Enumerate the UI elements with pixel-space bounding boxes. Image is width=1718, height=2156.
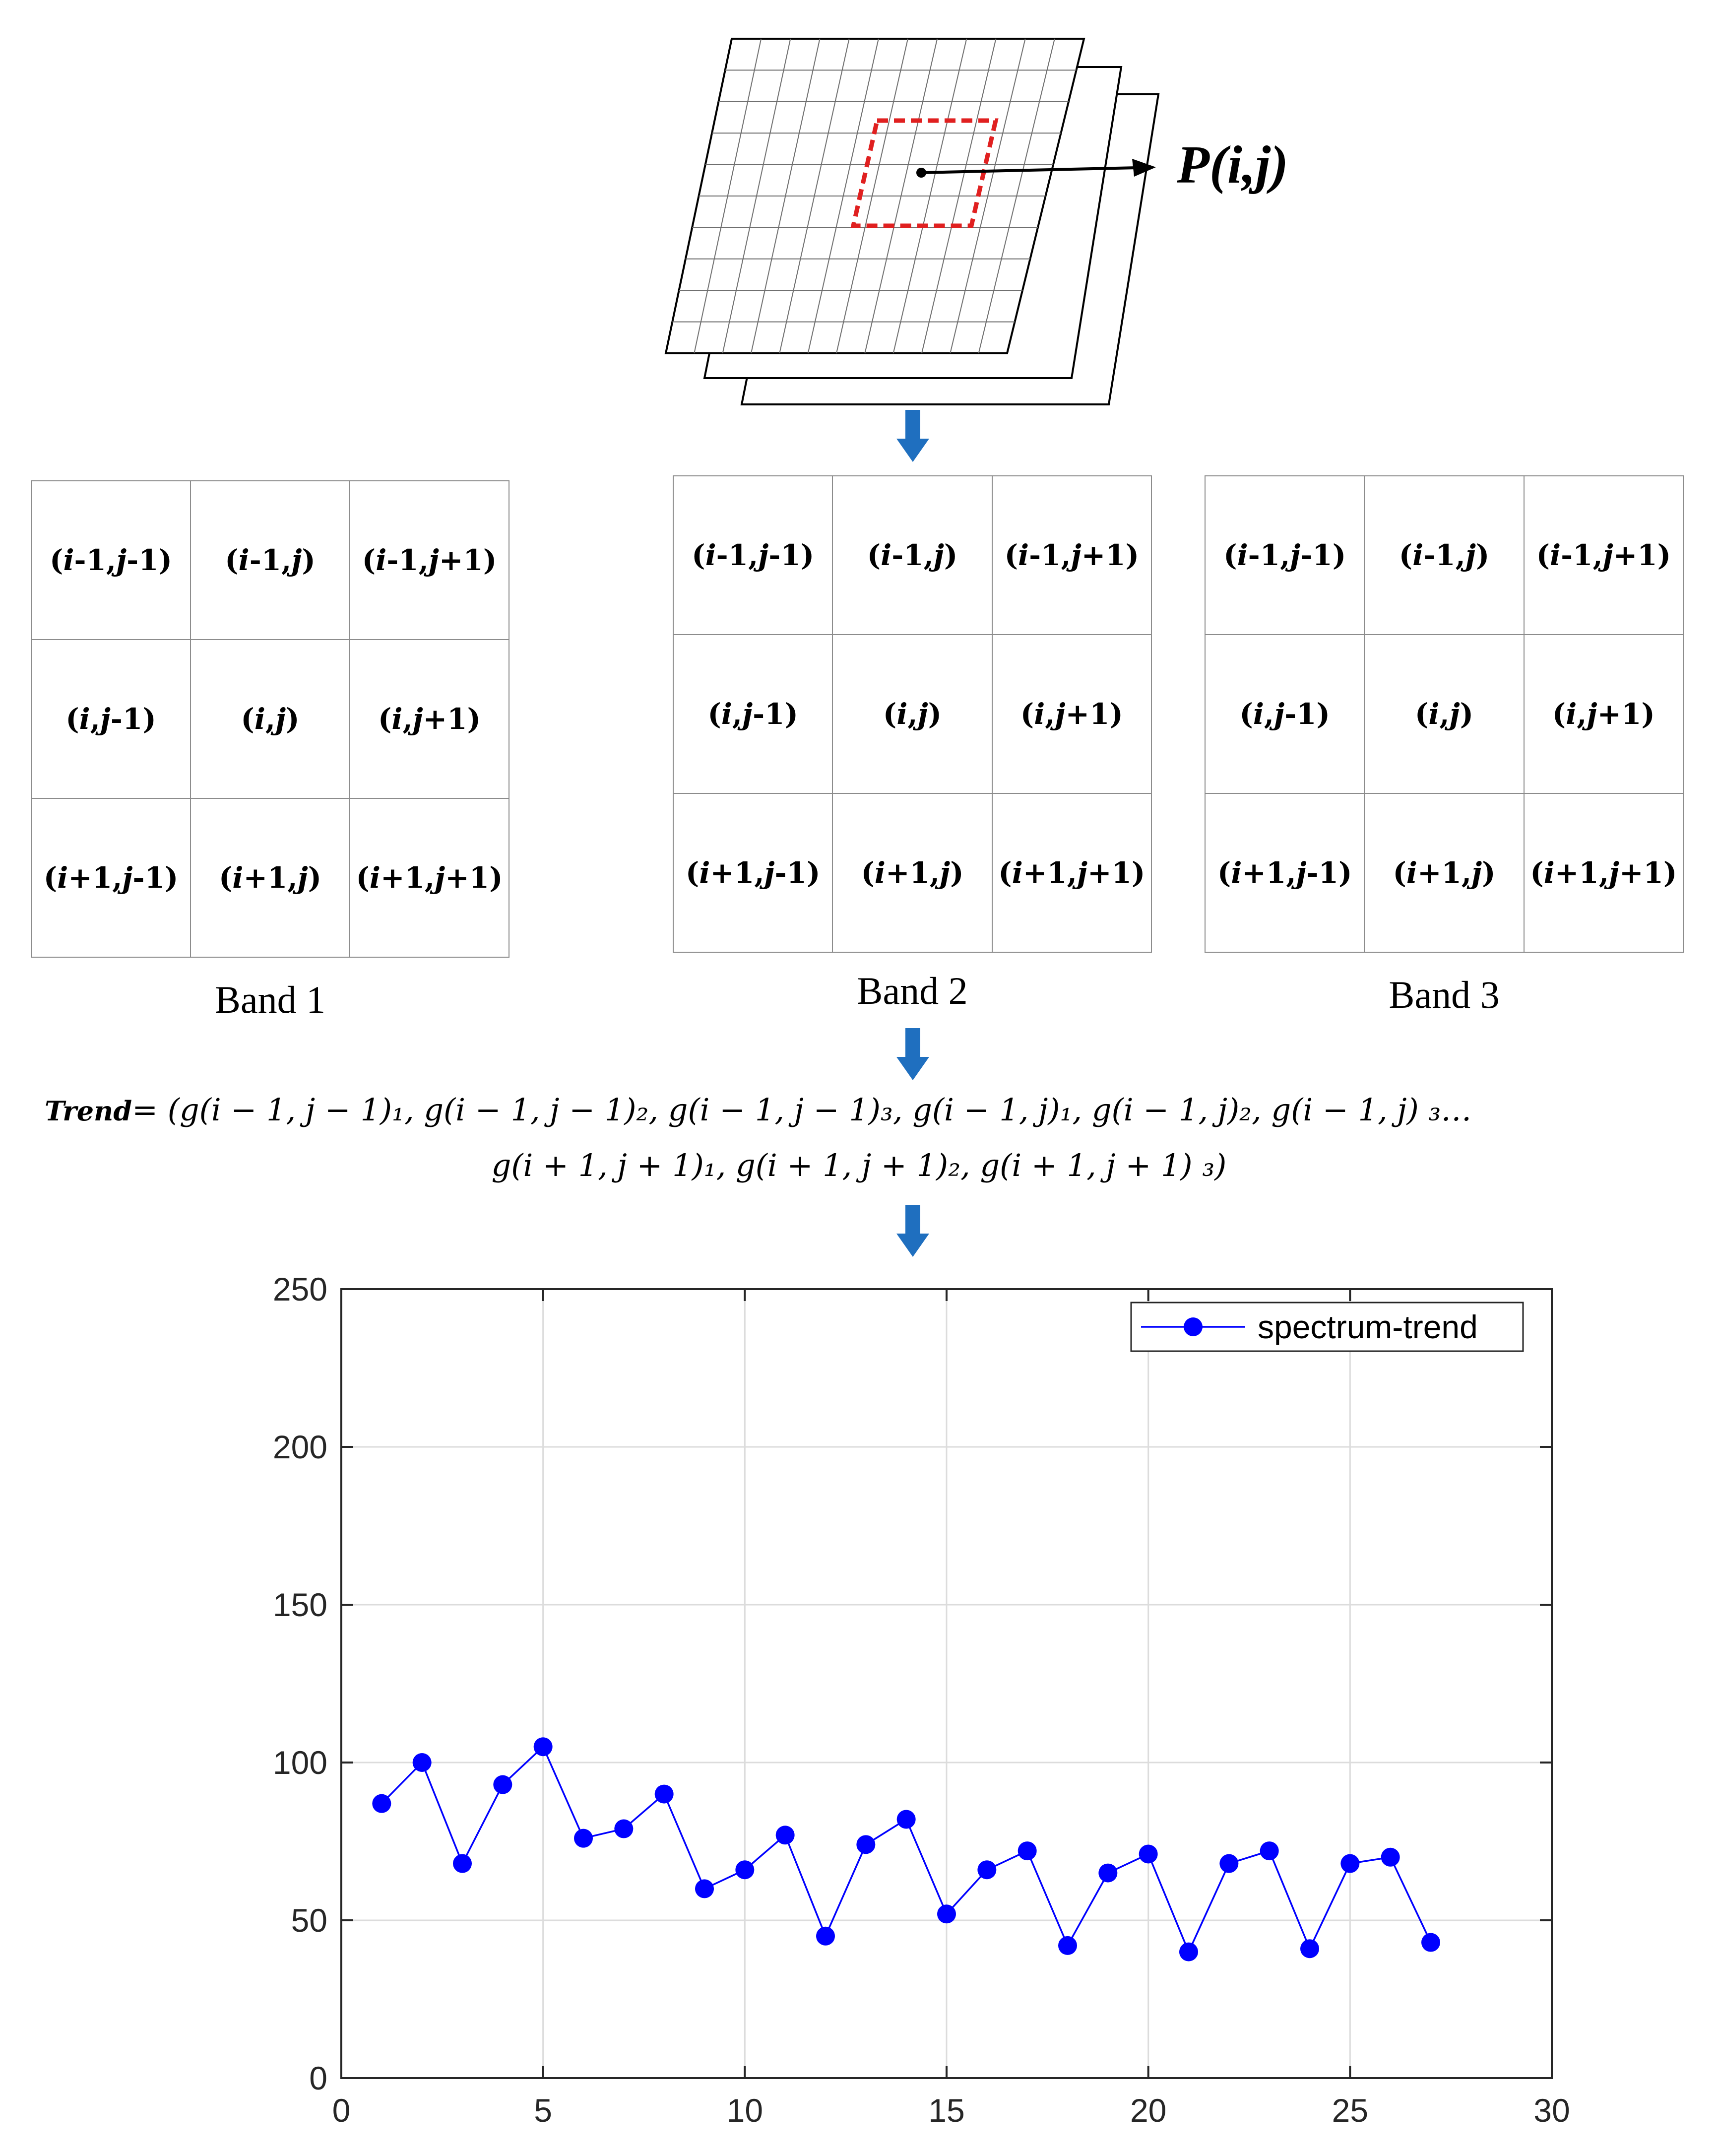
band-3-label: Band 3 — [1389, 973, 1500, 1016]
legend-marker — [1184, 1317, 1203, 1336]
band-3: (i -1, j -1) (i -1, j) (i -1, j +1) (i, j -1) (i, j… — [1205, 475, 1684, 953]
data-point — [493, 1775, 512, 1794]
data-point — [1219, 1854, 1239, 1873]
band-cell: (i -1, j +1) — [1524, 476, 1684, 635]
data-point — [654, 1784, 674, 1804]
data-point — [1139, 1844, 1158, 1864]
data-point — [574, 1829, 593, 1848]
data-point — [412, 1753, 432, 1772]
data-point — [533, 1737, 553, 1757]
y-tick-label: 250 — [273, 1271, 327, 1307]
pixel-pointer-arrowhead — [1132, 159, 1156, 177]
data-point — [372, 1794, 391, 1813]
band-cell: (i -1, j) — [191, 481, 350, 640]
data-point — [695, 1879, 714, 1898]
band-cell: (i, j -1) — [674, 635, 833, 794]
band-cell: (i +1, j -1) — [674, 794, 833, 953]
x-tick-label: 25 — [1332, 2092, 1368, 2129]
trend-formula-line-2: g(i + 1, j + 1)₁, g(i + 1, j + 1)₂, g(i … — [491, 1147, 1227, 1183]
down-arrow-icon — [896, 1205, 929, 1257]
data-point — [1098, 1863, 1118, 1883]
data-point — [937, 1904, 956, 1924]
data-point — [775, 1826, 795, 1845]
band-1-label: Band 1 — [214, 978, 326, 1021]
band-2-grid: (i -1, j -1) (i -1, j) (i -1, j +1) (i, j -1) (i, j… — [673, 475, 1152, 953]
band-cell: (i -1, j +1) — [350, 481, 509, 640]
band-cell: (i -1, j -1) — [32, 481, 191, 640]
band-1: (i -1, j -1) (i -1, j) (i -1, j +1) (i, j -1) (i, j… — [31, 480, 509, 958]
neighborhood-box — [850, 118, 999, 228]
x-tick-label: 15 — [928, 2092, 964, 2129]
data-point — [856, 1835, 876, 1854]
down-arrow-icon — [896, 1028, 929, 1080]
data-point — [1381, 1847, 1400, 1867]
band-cell: (i +1, j +1) — [1524, 794, 1684, 953]
y-tick-label: 50 — [291, 1902, 327, 1939]
down-arrow-icon — [896, 410, 929, 462]
band-cell: (i +1, j -1) — [1206, 794, 1365, 953]
data-point — [735, 1860, 755, 1880]
band-cell: (i -1, j -1) — [674, 476, 833, 635]
y-tick-label: 150 — [273, 1586, 327, 1623]
y-tick-label: 0 — [309, 2060, 327, 2096]
image-stack-diagram: P(i,j) — [664, 38, 1288, 405]
band-cell: (i +1, j +1) — [350, 799, 509, 958]
band-cell: (i -1, j +1) — [992, 476, 1152, 635]
data-point — [816, 1926, 835, 1946]
band-cell: (i, j +1) — [992, 635, 1152, 794]
band-cell: (i +1, j) — [833, 794, 993, 953]
band-cell: (i +1, j) — [1365, 794, 1525, 953]
data-point — [1058, 1936, 1077, 1955]
data-point — [1260, 1841, 1279, 1861]
band-2-label: Band 2 — [857, 969, 968, 1012]
band-cell: (i, j -1) — [1206, 635, 1365, 794]
band-cell: (i +1, j -1) — [32, 799, 191, 958]
chart-series — [372, 1737, 1440, 1961]
data-point — [614, 1819, 634, 1838]
layer-front-grid — [672, 38, 1077, 354]
x-tick-label: 5 — [534, 2092, 552, 2129]
data-point — [1018, 1841, 1037, 1861]
data-point — [453, 1854, 472, 1873]
band-cell: (i +1, j +1) — [992, 794, 1152, 953]
y-tick-label: 100 — [273, 1744, 327, 1781]
band-cell: (i, j +1) — [1524, 635, 1684, 794]
data-point — [1300, 1939, 1319, 1959]
data-point — [1421, 1933, 1440, 1952]
chart-grid — [340, 1288, 1553, 2079]
chart-legend: spectrum-trend — [1130, 1302, 1524, 1352]
band-1-grid: (i -1, j -1) (i -1, j) (i -1, j +1) (i, j -1) (i, j… — [31, 480, 509, 958]
band-cell: (i -1, j -1) — [1206, 476, 1365, 635]
x-tick-label: 20 — [1130, 2092, 1166, 2129]
x-tick-label: 0 — [332, 2092, 351, 2129]
band-cell: (i, j) — [833, 635, 993, 794]
data-point — [1340, 1854, 1360, 1873]
x-tick-label: 30 — [1533, 2092, 1570, 2129]
band-cell: (i +1, j) — [191, 799, 350, 958]
trend-formula-line-1: Trend= (g(i − 1, j − 1)₁, g(i − 1, j − 1… — [45, 1092, 1471, 1128]
chart-ticks: 0 5 10 15 20 25 30 0 50 100 150 200 250 — [273, 1271, 1570, 2129]
band-cell: (i, j) — [1365, 635, 1525, 794]
data-point — [896, 1810, 916, 1829]
band-3-grid: (i -1, j -1) (i -1, j) (i -1, j +1) (i, j -1) (i, j… — [1205, 475, 1684, 953]
pixel-pointer-line — [921, 166, 1137, 174]
band-cell: (i -1, j) — [1365, 476, 1525, 635]
trend-formula-line-1-text: = (g(i − 1, j − 1)₁, g(i − 1, j − 1)₂, g… — [132, 1092, 1472, 1128]
x-tick-label: 10 — [727, 2092, 763, 2129]
band-cell: (i, j) — [191, 640, 350, 799]
band-cell: (i, j -1) — [32, 640, 191, 799]
pixel-label: P(i,j) — [1176, 135, 1288, 195]
band-cell: (i -1, j) — [833, 476, 993, 635]
trend-formula-lead: Trend — [45, 1095, 132, 1127]
y-tick-label: 200 — [273, 1429, 327, 1465]
data-point — [977, 1860, 997, 1880]
data-point — [1179, 1942, 1198, 1961]
legend-label: spectrum-trend — [1258, 1308, 1478, 1345]
band-2: (i -1, j -1) (i -1, j) (i -1, j +1) (i, j -1) (i, j… — [673, 475, 1152, 953]
band-cell: (i, j +1) — [350, 640, 509, 799]
